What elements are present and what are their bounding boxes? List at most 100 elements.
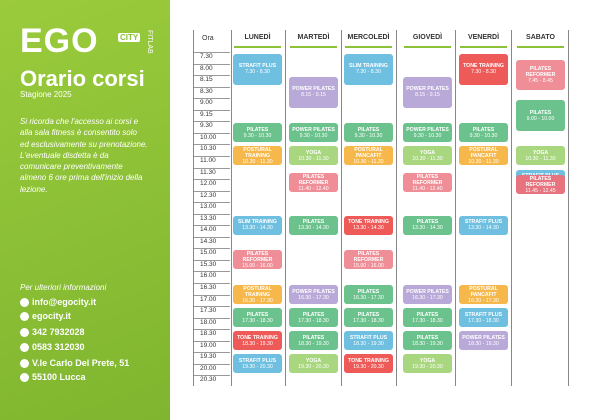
class-time: 9.30 - 10.30 (413, 132, 442, 139)
class-name: YOGA (305, 357, 322, 364)
class-time: 13.30 - 14.30 (468, 225, 499, 232)
class-block: PILATES 18.30 - 19.30 (403, 331, 452, 351)
row-line (193, 75, 230, 77)
row-line (193, 132, 230, 134)
row-line (193, 179, 230, 181)
sidebar: EGO CITY FITLAB Orario corsi Stagione 20… (0, 0, 170, 420)
class-name: YOGA (419, 149, 436, 156)
class-name: YOGA (305, 149, 322, 156)
class-name: PILATES (246, 311, 269, 318)
row-line (193, 259, 230, 261)
row-line (193, 109, 230, 111)
time-label: 18.00 (200, 318, 217, 326)
class-name: POWER PILATES (406, 288, 449, 295)
time-label: 20.00 (200, 364, 217, 372)
time-label: 20.30 (200, 376, 217, 384)
row-line (193, 283, 230, 284)
time-label: 11.00 (200, 156, 216, 164)
col-border (285, 30, 286, 386)
class-block: STRAFIT PLUS 19.30 - 20.30 (233, 354, 282, 374)
class-name: POWER PILATES (462, 334, 505, 341)
class-name: PILATES (246, 126, 269, 133)
class-block: POWER PILATES 16.30 - 17.30 (289, 285, 338, 305)
notice: Si ricorda che l'accesso ai corsi e alla… (20, 117, 148, 194)
class-name: STRAFIT PLUS (464, 311, 503, 318)
day-underline (290, 46, 337, 48)
class-block: PILATES REFORMER 15.00 - 16.00 (344, 250, 393, 270)
class-name: PILATES REFORMER (412, 173, 443, 186)
class-time: 17.30 - 18.30 (298, 317, 329, 324)
class-time: 8.15 - 9.15 (301, 92, 326, 99)
class-block: POWER PILATES 16.30 - 17.30 (403, 285, 452, 305)
row-line (193, 63, 230, 65)
row-line (193, 271, 230, 273)
time-label: 9.00 (200, 99, 213, 107)
class-time: 7.30 - 8.30 (356, 69, 381, 76)
contact: egocity.it (32, 311, 71, 321)
time-label: 17.00 (200, 295, 217, 303)
class-name: PILATES (416, 311, 439, 318)
class-block: STRAFIT PLUS 7.30 - 8.30 (233, 54, 282, 85)
contact: 0583 312030 (32, 342, 85, 352)
class-block: TONE TRAINING 18.30 - 19.30 (233, 331, 282, 351)
class-name: PILATES (416, 334, 439, 341)
row-line (193, 86, 230, 88)
class-time: 18.30 - 19.30 (412, 340, 443, 347)
time-label: 16.00 (200, 272, 217, 280)
class-time: 7.30 - 8.30 (471, 69, 496, 76)
class-time: 7.45 - 8.45 (528, 78, 553, 85)
row-line (193, 317, 230, 319)
class-block: POSTURAL PANCAFIT 10.30 - 11.30 (459, 146, 508, 166)
class-block: POSTURAL TRAINING 16.30 - 17.30 (233, 285, 282, 305)
row-line (193, 306, 230, 308)
class-time: 19.30 - 20.30 (242, 363, 273, 370)
class-name: PILATES (302, 311, 325, 318)
class-name: TONE TRAINING (463, 63, 504, 70)
class-time: 9.30 - 10.30 (469, 132, 498, 139)
class-time: 16.30 - 17.30 (468, 297, 499, 304)
class-name: POWER PILATES (406, 126, 449, 133)
row-line (193, 363, 230, 365)
row-line (193, 248, 230, 250)
class-block: PILATES 9.30 - 10.30 (344, 123, 393, 143)
class-time: 9.00 - 10.00 (526, 115, 555, 122)
row-line (193, 167, 230, 169)
time-header: Ora (202, 35, 214, 42)
class-name: POSTURAL PANCAFIT (469, 285, 498, 298)
class-name: STRAFIT PLUS (464, 219, 503, 226)
class-time: 18.30 - 19.30 (298, 340, 329, 347)
class-block: POWER PILATES 8.15 - 9.15 (403, 77, 452, 108)
logo-city: CITY (118, 33, 141, 42)
class-block: POSTURAL PANCAFIT 16.30 - 17.30 (459, 285, 508, 305)
time-label: 18.30 (200, 330, 217, 338)
class-name: POSTURAL TRAINING (243, 285, 272, 298)
class-name: PILATES (302, 334, 325, 341)
class-time: 17.30 - 18.30 (242, 317, 273, 324)
time-label: 12.00 (200, 180, 217, 188)
class-time: 18.30 - 19.30 (468, 340, 499, 347)
class-time: 19.30 - 20.30 (353, 363, 384, 370)
class-time: 10.30 - 11.30 (298, 155, 329, 162)
class-time: 10.30 - 11.30 (468, 158, 499, 165)
day-header: LUNEDÌ (244, 34, 271, 41)
class-time: 15.00 - 16.00 (242, 262, 273, 269)
class-time: 11.40 - 12.40 (412, 185, 443, 192)
class-name: SLIM TRAINING (238, 219, 277, 226)
class-time: 10.30 - 11.30 (525, 155, 556, 162)
class-name: STRAFIT PLUS (238, 63, 277, 70)
class-name: POSTURAL PANCAFIT (354, 146, 383, 159)
class-time: 10.30 - 11.30 (412, 155, 443, 162)
day-underline (345, 46, 392, 48)
row-line (193, 52, 230, 53)
class-time: 13.30 - 14.30 (242, 225, 273, 232)
class-name: SLIM TRAINING (349, 63, 388, 70)
day-header: VENERDÌ (467, 34, 500, 41)
class-name: PILATES REFORMER (298, 173, 329, 186)
day-header: MERCOLEDÌ (347, 34, 390, 41)
class-time: 13.30 - 14.30 (412, 225, 443, 232)
time-label: 17.30 (200, 307, 217, 315)
class-name: TONE TRAINING (348, 219, 389, 226)
class-time: 17.30 - 18.30 (412, 317, 443, 324)
class-time: 16.30 - 17.30 (353, 294, 384, 301)
